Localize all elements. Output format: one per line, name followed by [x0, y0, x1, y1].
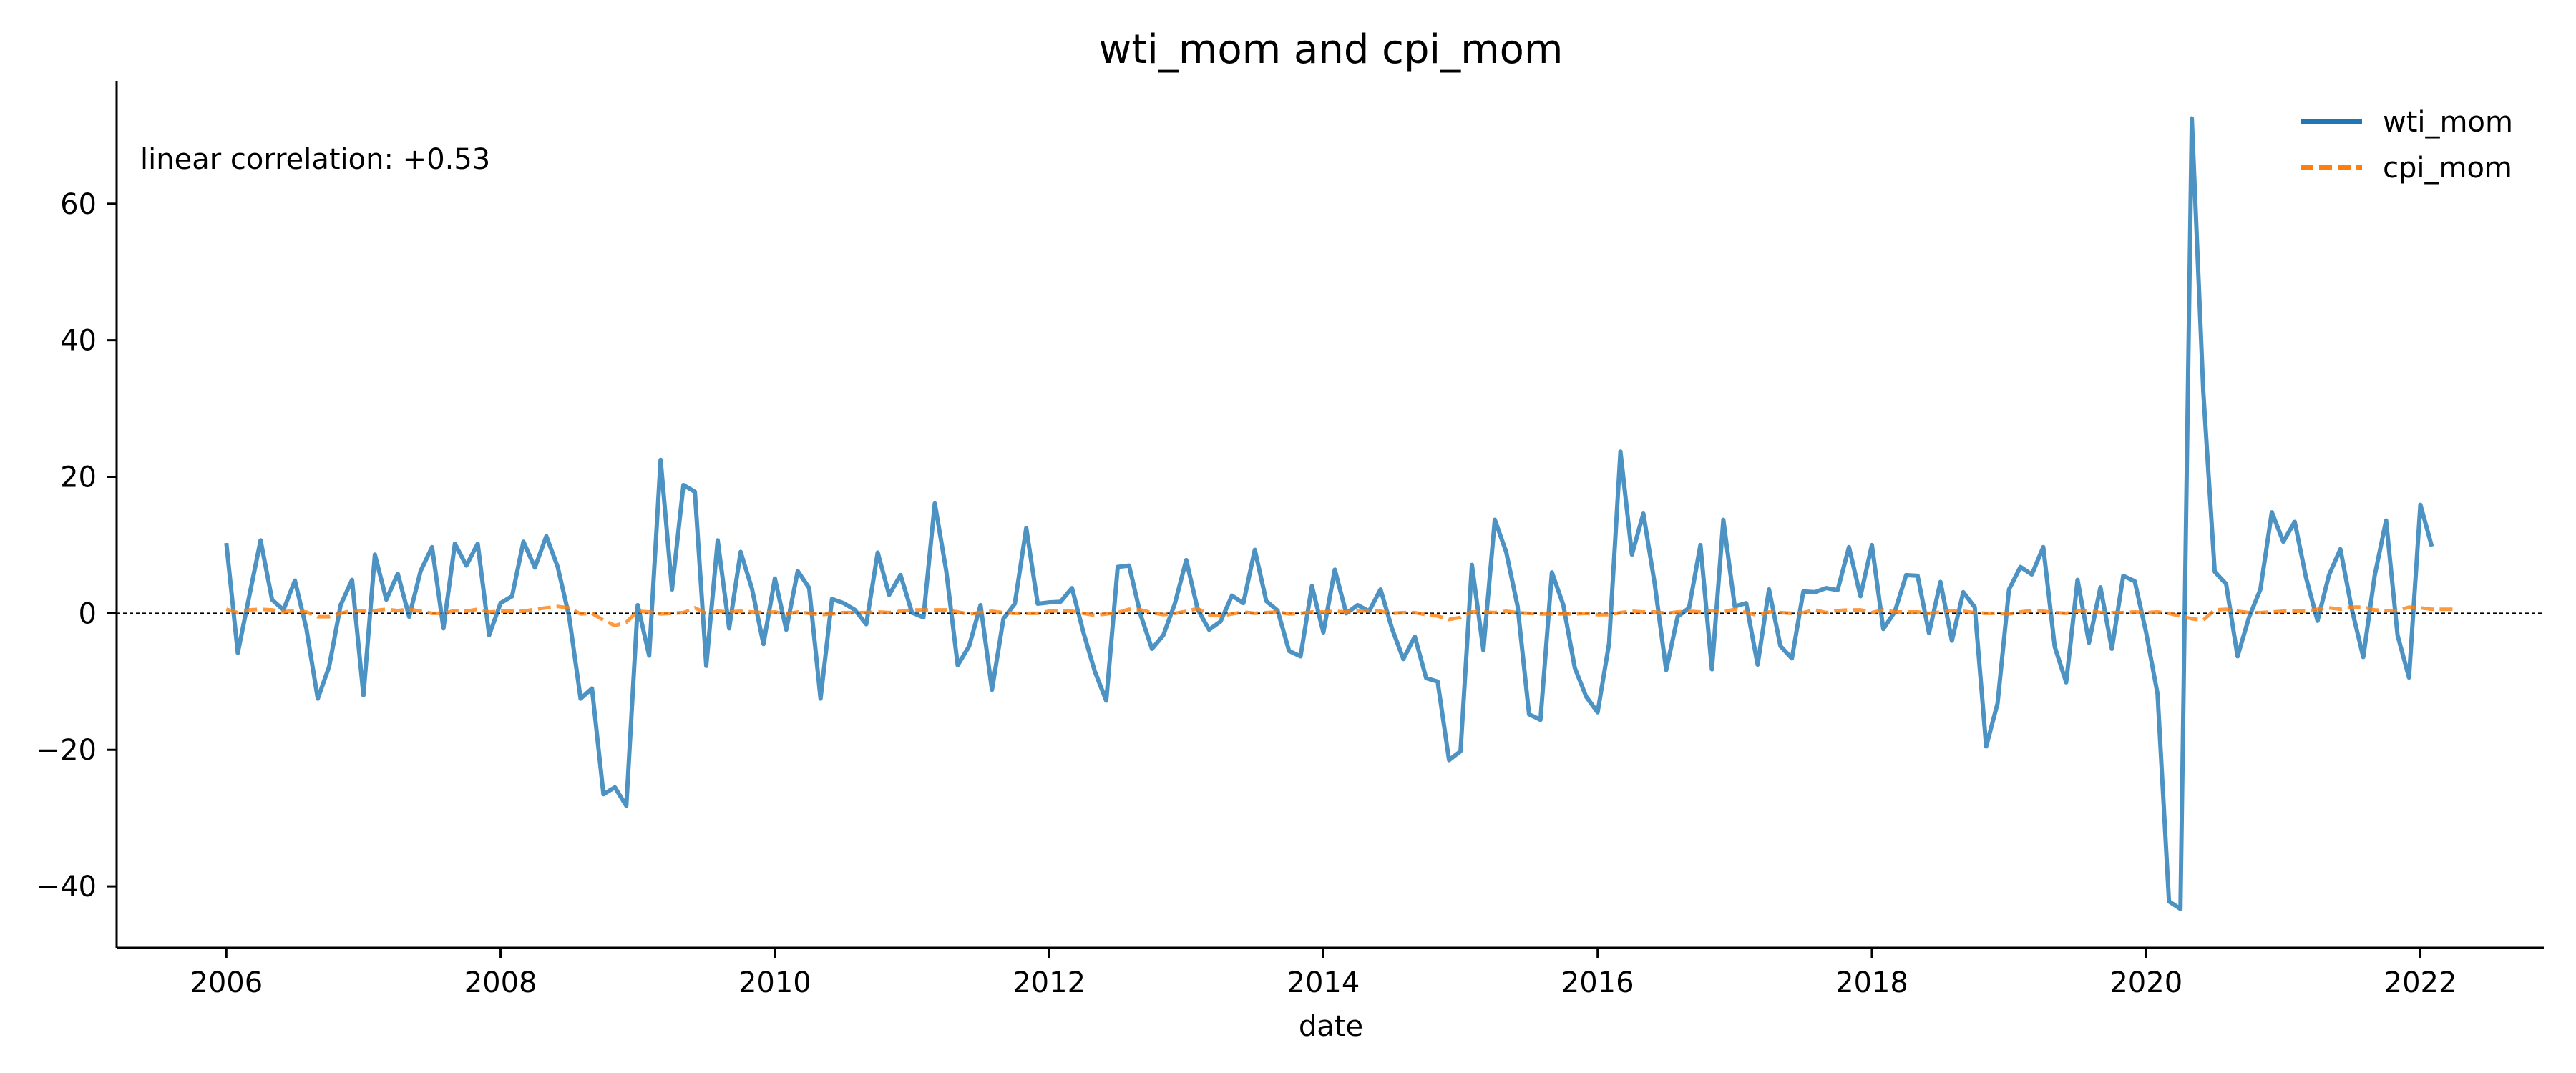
y-ticks: −40 −20 0 20 40 60	[36, 188, 117, 903]
x-tick-label: 2010	[738, 966, 811, 999]
legend-label-wti_mom: wti_mom	[2383, 106, 2513, 139]
legend-label-cpi_mom: cpi_mom	[2383, 152, 2512, 185]
y-tick-label: 60	[60, 188, 97, 221]
y-tick-label: −20	[36, 734, 97, 767]
x-tick-label: 2022	[2384, 966, 2457, 999]
legend: wti_mom cpi_mom	[2301, 106, 2513, 185]
y-tick-label: −40	[36, 871, 97, 903]
x-tick-label: 2018	[1835, 966, 1908, 999]
y-tick-label: 0	[79, 597, 97, 630]
series-group	[224, 116, 2455, 911]
x-axis-label: date	[1299, 1010, 1363, 1043]
series-line-wti_mom	[224, 116, 2434, 911]
x-tick-label: 2006	[190, 966, 263, 999]
x-ticks: 2006 2008 2010 2012 2014 2016 2018 2020 2022	[190, 948, 2457, 999]
x-tick-label: 2014	[1287, 966, 1360, 999]
chart-title: wti_mom and cpi_mom	[1099, 26, 1563, 73]
y-tick-label: 40	[60, 325, 97, 358]
x-tick-label: 2008	[464, 966, 537, 999]
x-tick-label: 2012	[1013, 966, 1085, 999]
x-tick-label: 2020	[2109, 966, 2182, 999]
y-tick-label: 20	[60, 461, 97, 494]
axes	[115, 81, 2544, 949]
series-line-cpi_mom	[225, 604, 2455, 628]
x-tick-label: 2016	[1561, 966, 1634, 999]
correlation-annotation: linear correlation: +0.53	[140, 143, 490, 176]
